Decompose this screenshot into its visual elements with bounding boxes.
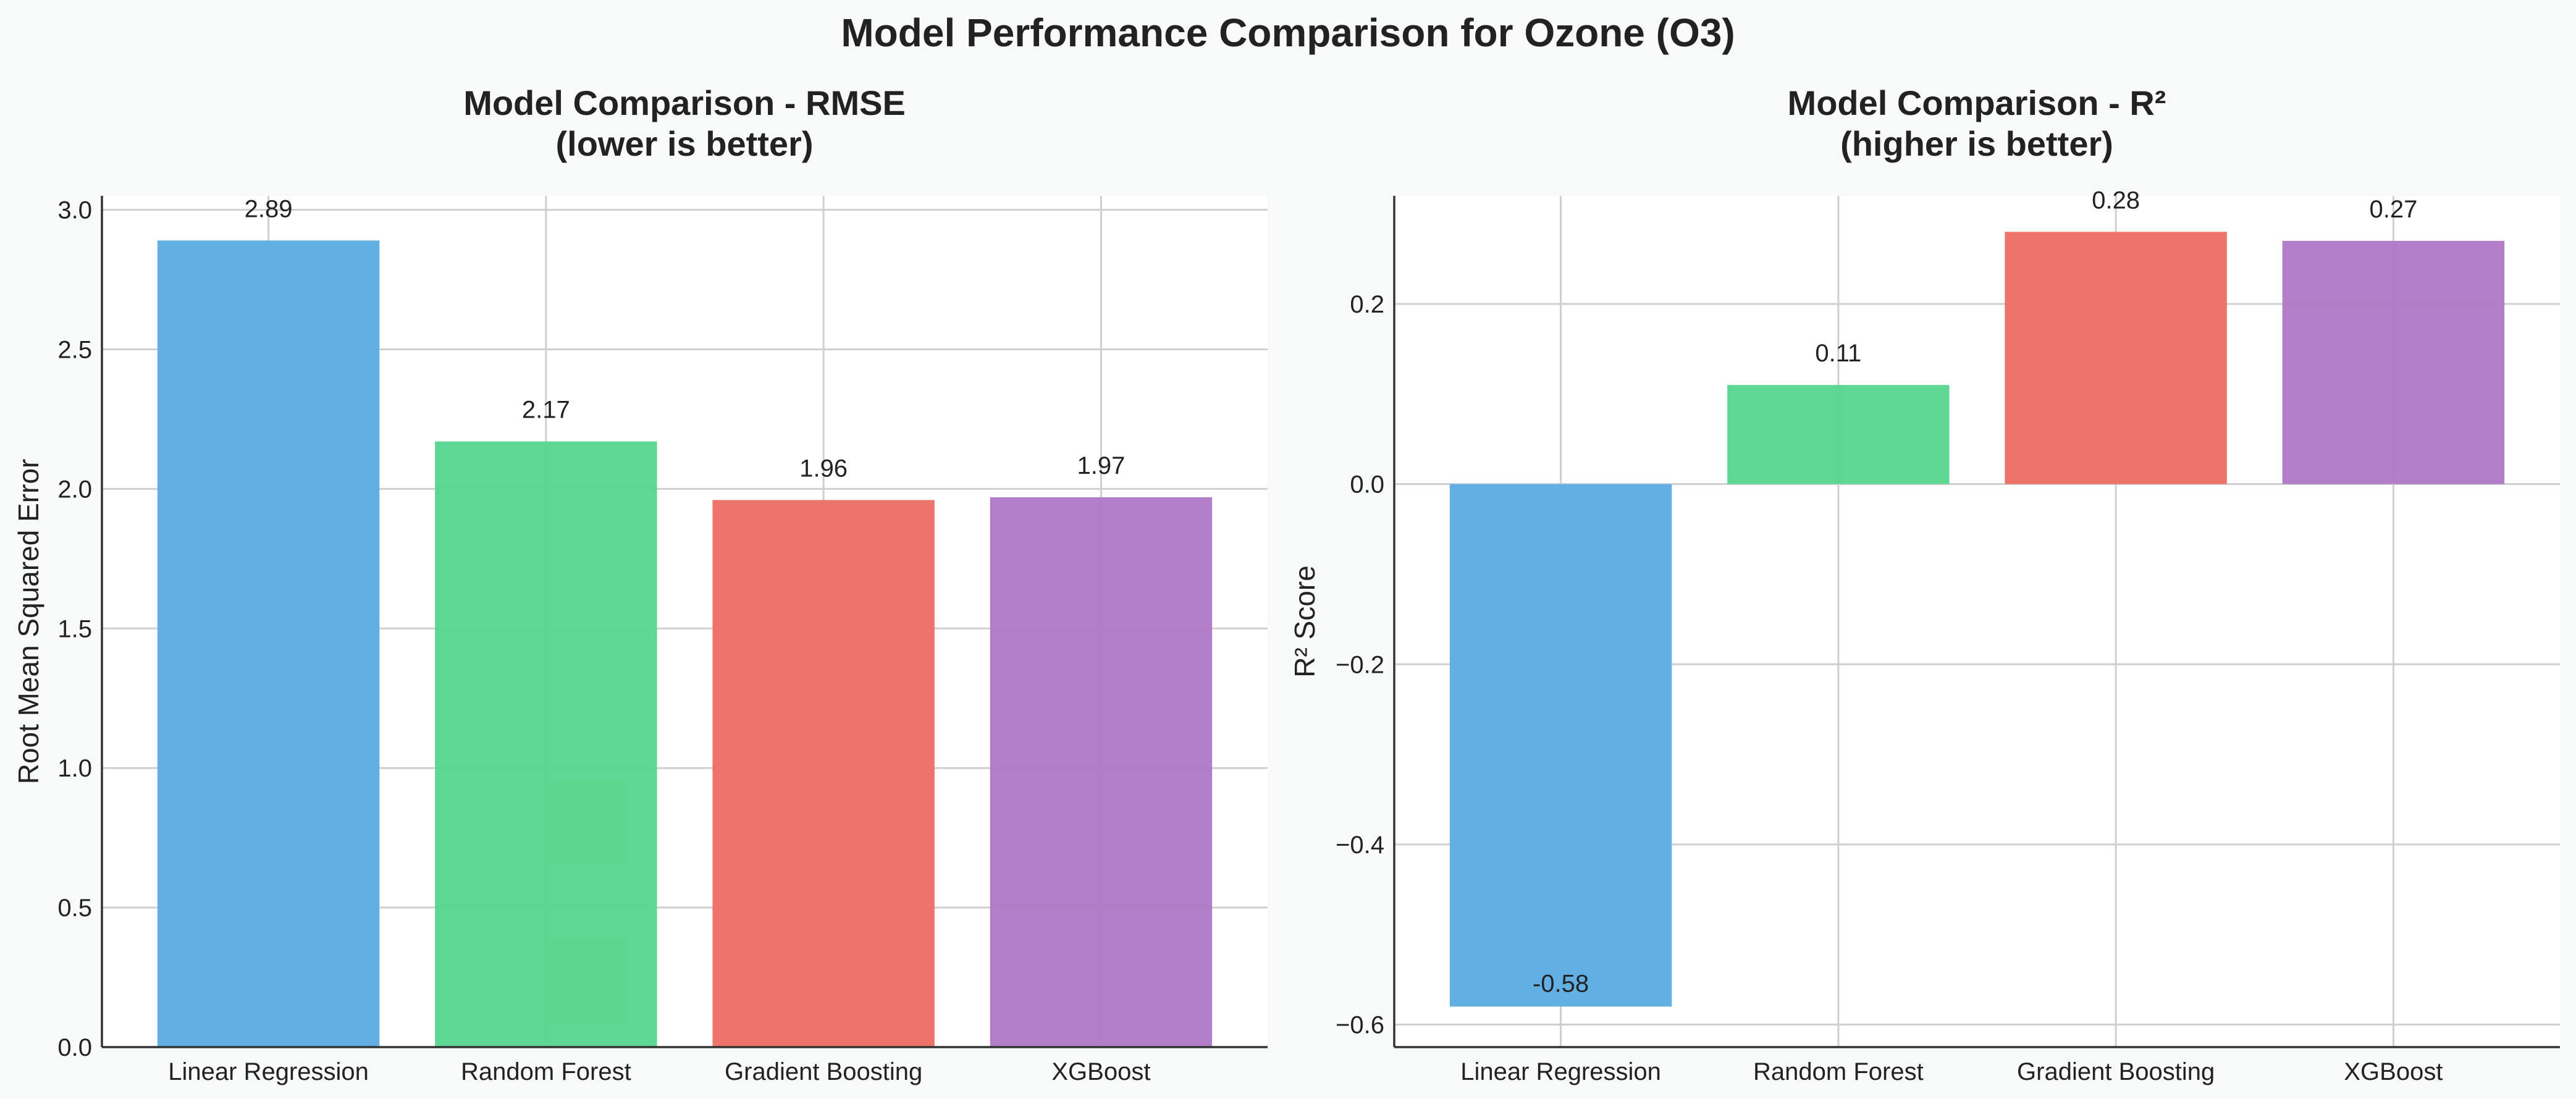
y-tick-label: 2.0 <box>57 476 92 503</box>
bar <box>2282 240 2505 484</box>
y-tick-label: −0.6 <box>1336 1012 1384 1039</box>
x-tick-label: Random Forest <box>461 1058 631 1085</box>
y-tick-label: 1.0 <box>57 755 92 782</box>
bar <box>712 500 935 1047</box>
x-tick-label: Random Forest <box>1753 1058 1924 1085</box>
axes: 0.0 0.5 1.0 1.5 2.0 2.5 3.0 Linear Regression Ra… <box>57 196 1268 1085</box>
bar <box>157 240 380 1047</box>
bars: -0.58 0.11 0.28 0.27 <box>1449 187 2505 1007</box>
x-tick-label: XGBoost <box>2344 1058 2443 1085</box>
bar <box>1727 385 1950 484</box>
chart-title: Model Comparison - R² <box>1788 83 2166 122</box>
chart-title: Model Comparison - RMSE <box>463 83 906 122</box>
bar <box>990 497 1213 1047</box>
bar-value-label: 0.27 <box>2369 196 2417 223</box>
bar-value-label: 0.11 <box>1815 340 1861 367</box>
x-tick-label: XGBoost <box>1051 1058 1150 1085</box>
y-axis-label: R² Score <box>1289 565 1321 677</box>
y-tick-label: −0.4 <box>1336 832 1384 859</box>
bar <box>2005 232 2227 484</box>
y-tick-label: 3.0 <box>57 197 92 224</box>
x-tick-label: Linear Regression <box>1460 1058 1661 1085</box>
chart-subtitle: (lower is better) <box>556 124 814 163</box>
bar-value-label: 0.28 <box>2092 187 2140 214</box>
y-tick-label: 0.0 <box>57 1034 92 1061</box>
y-axis-label: Root Mean Squared Error <box>12 459 44 785</box>
y-tick-label: 1.5 <box>57 615 92 642</box>
x-tick-label: Gradient Boosting <box>2017 1058 2215 1085</box>
x-tick-label: Linear Regression <box>168 1058 369 1085</box>
x-tick-label: Gradient Boosting <box>725 1058 922 1085</box>
figure-title: Model Performance Comparison for Ozone (… <box>841 11 1735 55</box>
y-tick-label: −0.2 <box>1336 651 1384 678</box>
rmse-chart: Model Comparison - RMSE (lower is better… <box>12 83 1268 1085</box>
chart-subtitle: (higher is better) <box>1840 124 2113 163</box>
bars: 2.89 2.17 1.96 1.97 <box>157 195 1213 1047</box>
y-tick-label: 0.2 <box>1350 291 1384 318</box>
y-tick-label: 2.5 <box>57 336 92 363</box>
bar <box>1449 484 1672 1007</box>
bar-value-label: 1.96 <box>799 455 848 482</box>
r2-chart: Model Comparison - R² (higher is better)… <box>1289 83 2560 1085</box>
bar-value-label: 1.97 <box>1077 452 1125 479</box>
axes: −0.6 −0.4 −0.2 0.0 0.2 Linear Regression Rando… <box>1336 196 2560 1085</box>
bar-value-label: 2.17 <box>522 397 570 424</box>
bar-value-label: -0.58 <box>1533 970 1589 997</box>
y-tick-label: 0.5 <box>57 895 92 922</box>
bar <box>435 441 657 1047</box>
y-tick-label: 0.0 <box>1350 471 1384 499</box>
bar-value-label: 2.89 <box>245 195 293 222</box>
